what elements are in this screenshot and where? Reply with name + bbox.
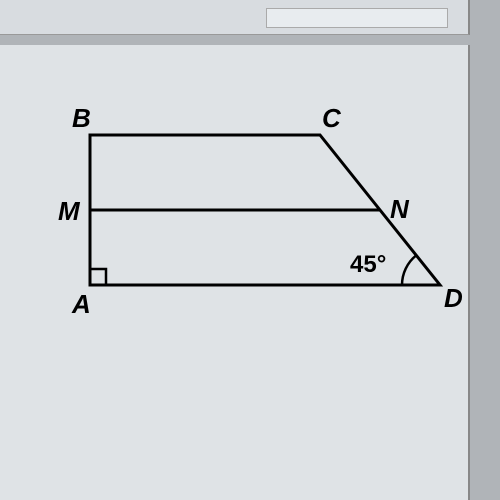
figure-area: B C M N A D 45° [0,45,470,500]
vertex-label-A: A [72,289,91,320]
vertex-label-C: C [322,103,341,134]
angle-arc [402,255,416,285]
paper-edge [0,0,470,35]
vertex-label-M: M [58,196,80,227]
trapezoid-svg [30,105,450,365]
right-angle-marker [90,269,106,285]
angle-value-label: 45° [350,251,386,279]
vertex-label-D: D [444,283,463,314]
vertex-label-B: B [72,103,91,134]
vertex-label-N: N [390,194,409,225]
trapezoid-diagram: B C M N A D 45° [30,105,450,365]
